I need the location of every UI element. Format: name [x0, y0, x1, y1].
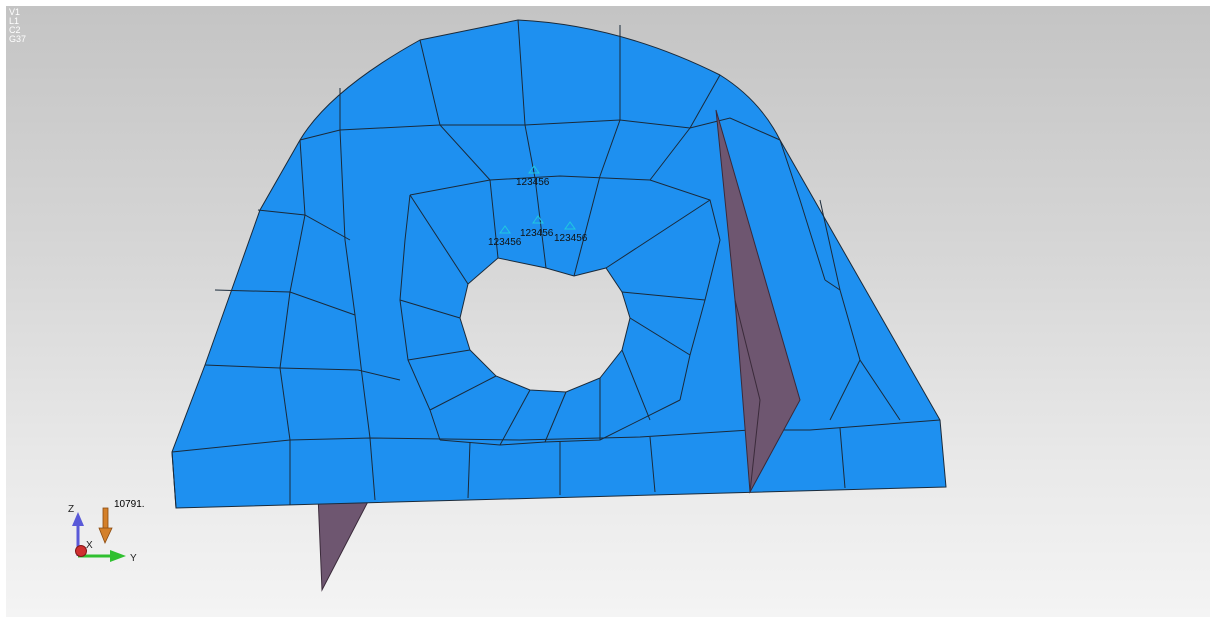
- x-axis-label: X: [86, 540, 93, 551]
- mesh-ring: [819, 199, 901, 421]
- spc-constraints[interactable]: 123456 123456 123456 123456: [488, 165, 588, 248]
- mesh-radial: [524, 124, 536, 179]
- constraint-triangle-icon[interactable]: [499, 225, 511, 234]
- constraint-label: 123456: [516, 177, 550, 188]
- mesh-radial: [517, 19, 526, 126]
- load-arrow-shaft: [102, 507, 109, 531]
- mesh-radial: [499, 389, 531, 446]
- mesh-radial: [171, 451, 177, 509]
- constraint-label: 123456: [554, 233, 588, 244]
- mesh-radial: [369, 437, 376, 501]
- load-value-label: 10791.: [114, 499, 145, 510]
- status-line: L1: [9, 16, 20, 26]
- constraint-label: 123456: [520, 228, 554, 239]
- model-scene[interactable]: 123456 123456 123456 123456 10791. Z X Y: [6, 6, 1210, 617]
- status-line: V1: [9, 7, 21, 17]
- mesh-element-edges: [171, 19, 941, 509]
- status-line: C2: [9, 25, 21, 35]
- mesh-ring: [399, 194, 441, 441]
- constraint-triangle-icon[interactable]: [528, 165, 540, 174]
- mesh-ring: [299, 117, 781, 141]
- right-stiffener-edge: [734, 299, 761, 493]
- y-axis-arrow-icon: [110, 550, 126, 562]
- constraint-label: 123456: [488, 237, 522, 248]
- load-arrow-icon: [98, 527, 113, 545]
- z-axis-label: Z: [68, 504, 74, 515]
- mesh-radial: [399, 299, 461, 319]
- constraint-triangle-icon[interactable]: [564, 221, 576, 230]
- lower-stiffener-plate[interactable]: [317, 489, 375, 592]
- mesh-radial: [407, 349, 471, 361]
- mesh-radial: [279, 367, 291, 441]
- mesh-radial: [599, 119, 621, 177]
- mesh-radial: [467, 441, 471, 499]
- mesh-radial: [299, 139, 306, 216]
- mesh-ring: [171, 419, 941, 453]
- mesh-radial: [621, 291, 706, 301]
- constraint-triangle-icon[interactable]: [532, 215, 544, 224]
- mesh-radial: [629, 317, 691, 356]
- y-axis-label: Y: [130, 553, 137, 564]
- mesh-radial: [289, 214, 306, 293]
- mesh-radial: [839, 427, 846, 489]
- mesh-radial: [824, 279, 841, 291]
- mesh-plate-face[interactable]: [171, 19, 947, 509]
- mesh-radial: [279, 291, 291, 369]
- mesh-radial: [409, 194, 469, 285]
- x-axis-dot-icon: [75, 545, 87, 557]
- mesh-radial: [573, 175, 601, 277]
- mesh-radial: [649, 127, 691, 181]
- mesh-radial: [419, 39, 441, 126]
- force-load[interactable]: 10791.: [98, 499, 145, 545]
- status-line: G37: [9, 34, 27, 44]
- mesh-ring: [339, 129, 371, 439]
- mesh-radial: [829, 359, 861, 421]
- mesh-ring: [204, 364, 401, 381]
- z-axis-arrow-icon: [72, 512, 84, 526]
- mesh-radial: [439, 124, 491, 181]
- mesh-radial: [689, 74, 721, 129]
- mesh-radial: [429, 375, 497, 411]
- mesh-radial: [605, 199, 711, 269]
- graphics-viewport[interactable]: V1 L1 C2 G37: [6, 6, 1210, 617]
- shell-mesh[interactable]: [171, 19, 947, 509]
- mesh-radial: [489, 179, 499, 259]
- coordinate-triad: Z X Y: [68, 504, 137, 564]
- mesh-ring: [779, 139, 826, 281]
- mesh-radial: [621, 349, 651, 421]
- mesh-radial: [544, 391, 567, 443]
- mesh-radial: [649, 436, 656, 493]
- view-status-overlay: V1 L1 C2 G37: [9, 8, 26, 44]
